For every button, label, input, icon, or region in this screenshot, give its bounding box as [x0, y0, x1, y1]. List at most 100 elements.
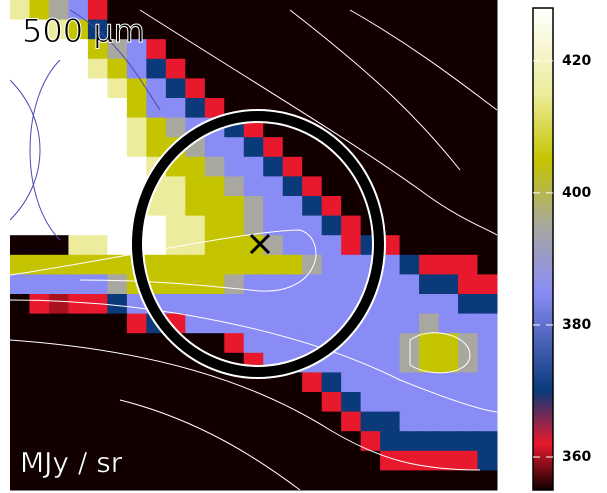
cell — [263, 254, 284, 275]
cell — [360, 137, 381, 158]
cell — [438, 411, 459, 432]
cell — [224, 411, 245, 432]
cell — [243, 78, 264, 99]
cell — [224, 313, 245, 334]
cell — [48, 196, 69, 217]
colorbar — [532, 7, 554, 491]
cell — [107, 450, 128, 471]
cell — [185, 39, 206, 60]
cell — [185, 19, 206, 40]
cell — [10, 176, 30, 197]
cell — [321, 254, 342, 275]
cell — [243, 176, 264, 197]
cell — [10, 254, 30, 275]
cell — [438, 137, 459, 158]
cell — [380, 333, 401, 354]
cell — [419, 352, 440, 373]
cell — [302, 196, 323, 217]
cell — [477, 274, 498, 295]
contour — [69, 9, 161, 111]
cell — [29, 156, 50, 177]
cell — [48, 333, 69, 354]
cell — [341, 78, 362, 99]
cell — [87, 333, 108, 354]
cell — [48, 117, 69, 138]
cell — [263, 294, 284, 315]
cell — [87, 78, 108, 99]
cell — [243, 313, 264, 334]
cell — [48, 411, 69, 432]
cell — [126, 333, 147, 354]
cell — [477, 254, 498, 275]
cell — [399, 313, 420, 334]
cell — [68, 372, 89, 393]
cell — [165, 0, 186, 21]
cell — [438, 196, 459, 217]
cell — [126, 137, 147, 158]
cell — [380, 19, 401, 40]
cell — [29, 352, 50, 373]
cell — [477, 98, 498, 119]
cell — [29, 294, 50, 315]
cell — [360, 0, 381, 21]
cell — [107, 294, 128, 315]
cell — [68, 411, 89, 432]
colorbar-tick-label: 360 — [562, 449, 591, 465]
cell — [380, 392, 401, 413]
cell — [360, 470, 381, 491]
cell — [282, 137, 303, 158]
cell — [477, 58, 498, 79]
cell — [10, 98, 30, 119]
cell — [263, 215, 284, 236]
cell — [204, 294, 225, 315]
cell — [204, 176, 225, 197]
cell — [10, 137, 30, 158]
cell — [29, 235, 50, 256]
cell — [107, 254, 128, 275]
cell — [68, 274, 89, 295]
cell — [146, 235, 167, 256]
cell — [204, 372, 225, 393]
cell — [48, 156, 69, 177]
cell — [107, 0, 128, 21]
cell — [146, 392, 167, 413]
cell — [165, 274, 186, 295]
cell — [302, 235, 323, 256]
cell — [399, 274, 420, 295]
cell — [107, 78, 128, 99]
cell — [68, 431, 89, 452]
cell — [87, 372, 108, 393]
cell — [419, 39, 440, 60]
cell — [126, 0, 147, 21]
cell — [477, 0, 498, 21]
cell — [282, 58, 303, 79]
cell — [107, 352, 128, 373]
cell — [380, 156, 401, 177]
cell — [204, 215, 225, 236]
contour — [139, 9, 497, 236]
cell — [87, 392, 108, 413]
cell — [302, 156, 323, 177]
cell — [48, 450, 69, 471]
cell — [107, 215, 128, 236]
cell — [243, 58, 264, 79]
cell — [458, 98, 479, 119]
cell — [107, 176, 128, 197]
cell — [107, 98, 128, 119]
cell — [477, 294, 498, 315]
cell — [204, 19, 225, 40]
cell — [185, 78, 206, 99]
cell — [438, 98, 459, 119]
cell — [282, 196, 303, 217]
cell — [29, 431, 50, 452]
cell — [263, 392, 284, 413]
cell — [438, 392, 459, 413]
cell — [360, 58, 381, 79]
cell — [165, 98, 186, 119]
cell — [10, 411, 30, 432]
cell — [477, 431, 498, 452]
cell — [302, 39, 323, 60]
cell — [458, 372, 479, 393]
cell — [438, 254, 459, 275]
